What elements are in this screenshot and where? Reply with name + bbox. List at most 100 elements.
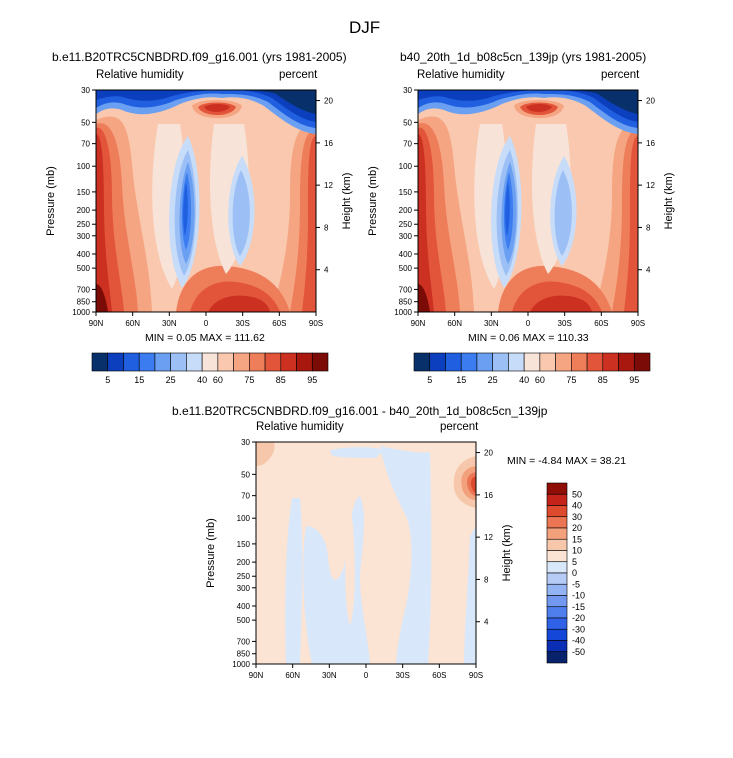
panel-c-pressure-tick-label: 300 [237, 584, 251, 593]
panel-c-colorbar-box [546, 595, 568, 608]
panel-b-colorbar-label: 95 [629, 375, 639, 385]
panel-b-variable-label: Relative humidity [417, 69, 505, 81]
panel-a-x-tick-label: 30S [236, 319, 250, 328]
panel-c-colorbar-label: 30 [572, 512, 582, 522]
panel-a-x-tick-label: 60S [272, 319, 286, 328]
panel-b-x-tick-label: 90N [411, 319, 426, 328]
panel-c-colorbar-box [546, 640, 568, 653]
panel-b-height-tick-label: 4 [646, 266, 651, 275]
panel-a-pressure-tick-label: 30 [81, 86, 90, 95]
panel-c-x-tick-label: 30S [396, 671, 410, 680]
panel-a-colorbar-labels: 5 15 25 40 60 75 85 95 [105, 375, 317, 385]
panel-b-pressure-tick-label: 850 [399, 298, 413, 307]
panel-a-pressure-tick-label: 200 [77, 206, 91, 215]
panel-a-colorbar-label: 25 [166, 375, 176, 385]
panel-b-x-tick-label: 60N [447, 319, 462, 328]
panel-b-colorbar-label: 25 [488, 375, 498, 385]
panel-c-colorbar-label: 5 [572, 557, 577, 567]
panel-c-colorbar-label: -5 [572, 579, 580, 589]
panel-c-colorbar-box [546, 606, 568, 619]
panel-b-height-tick-label: 12 [646, 181, 655, 190]
panel-c-colorbar-label: 50 [572, 489, 582, 499]
panel-a-pressure-tick-label: 300 [77, 232, 91, 241]
panel-b-y-axis-title: Pressure (mb) [367, 166, 379, 236]
panel-c-height-tick-label: 12 [484, 533, 493, 542]
panel-c-colorbar-label: -10 [572, 591, 585, 601]
panel-b-pressure-tick-label: 300 [399, 232, 413, 241]
panel-a-colorbar-box [217, 352, 234, 372]
panel-b-pressure-tick-label: 700 [399, 285, 413, 294]
panel-b-colorbar-label: 5 [427, 375, 432, 385]
panel-a-colorbar-box [201, 352, 219, 372]
panel-a-colorbar-box [249, 352, 266, 372]
panel-a-x-tick-label: 90S [309, 319, 323, 328]
panel-a-plot-area [96, 90, 316, 312]
panel-a-title: b.e11.B20TRC5CNBDRD.f09_g16.001 (yrs 198… [52, 50, 347, 64]
panel-c-title: b.e11.B20TRC5CNBDRD.f09_g16.001 - b40_20… [172, 404, 548, 418]
panel-b-pressure-tick-label: 100 [399, 162, 413, 171]
panel-c-colorbar-box [546, 617, 568, 630]
panel-c-x-tick-label: 60N [285, 671, 300, 680]
panel-a-colorbar-box [186, 352, 203, 372]
panel-a-colorbar-box [107, 352, 124, 372]
panel-a-colorbar-label: 5 [105, 375, 110, 385]
panel-a-colorbar-box [170, 352, 187, 372]
panel-a-pressure-tick-label: 70 [81, 140, 90, 149]
panel-a-colorbar-box [233, 352, 250, 372]
panel-b-pressure-tick-label: 30 [403, 86, 412, 95]
panel-b-pressure-tick-label: 250 [399, 220, 413, 229]
panel-b-colorbar-box [429, 352, 446, 372]
panel-a-colorbar-box [280, 352, 297, 372]
panel-c-y-axis-title: Pressure (mb) [205, 518, 217, 588]
panel-c-height-tick-label: 16 [484, 491, 493, 500]
panel-a-colorbar-box [154, 352, 171, 372]
panel-c-variable-label: Relative humidity [256, 421, 344, 433]
panel-a-pressure-tick-label: 1000 [72, 308, 90, 317]
panel-b-colorbar-box [633, 352, 651, 372]
panel-a-colorbar-label: 75 [244, 375, 254, 385]
panel-a-colorbar-label: 40 [197, 375, 207, 385]
panel-b-colorbar-box [618, 352, 635, 372]
panel-b-colorbar: 5 15 25 40 60 75 85 95 [413, 352, 651, 385]
panel-c-pressure-tick-label: 150 [237, 540, 251, 549]
panel-c-pressure-tick-label: 250 [237, 572, 251, 581]
panel-b-colorbar-boxes [413, 352, 651, 372]
panel-a-colorbar: 5 15 25 40 60 75 85 95 [91, 352, 329, 385]
panel-c-colorbar-box [546, 583, 568, 596]
panel-a-x-tick-label: 90N [89, 319, 104, 328]
panel-c-colorbar-box [546, 538, 568, 551]
panel-c-colorbar-label: 20 [572, 523, 582, 533]
panel-a-height-tick-label: 16 [324, 139, 333, 148]
panel-b-y-axis-right-title: Height (km) [663, 173, 675, 230]
panel-a-x-tick-label: 60N [125, 319, 140, 328]
panel-c-colorbar-label: 10 [572, 546, 582, 556]
panel-b-colorbar-label: 75 [566, 375, 576, 385]
panel-c-pressure-tick-label: 1000 [232, 660, 250, 669]
panel-c-colorbar-label: -20 [572, 613, 585, 623]
panel-b-colorbar-label: 85 [598, 375, 608, 385]
panel-c-colorbar-box [546, 505, 568, 518]
panel-b-colorbar-labels: 5 15 25 40 60 75 85 95 [427, 375, 639, 385]
panel-a-height-tick-label: 12 [324, 181, 333, 190]
panel-a-height-tick-label: 20 [324, 97, 333, 106]
panel-c-pressure-tick-label: 30 [241, 438, 250, 447]
panel-b-colorbar-label: 60 [535, 375, 545, 385]
panel-a-colorbar-label: 15 [134, 375, 144, 385]
panel-c-colorbar-label: -30 [572, 624, 585, 634]
panel-a-colorbar-box [264, 352, 282, 372]
panel-a-units-label: percent [279, 69, 318, 81]
panel-a-height-tick-label: 8 [324, 223, 329, 232]
panel-a-colorbar-box [296, 352, 313, 372]
panel-b-colorbar-box [413, 352, 431, 372]
panel-c-x-tick-label: 90N [249, 671, 264, 680]
panel-b-pressure-tick-label: 50 [403, 118, 412, 127]
panel-c-x-tick-label: 90S [469, 671, 483, 680]
panel-c-height-tick-label: 8 [484, 575, 489, 584]
panel-c-colorbar-box [546, 651, 568, 664]
panel-b-x-tick-label: 30S [558, 319, 572, 328]
panel-a-pressure-tick-label: 500 [77, 264, 91, 273]
